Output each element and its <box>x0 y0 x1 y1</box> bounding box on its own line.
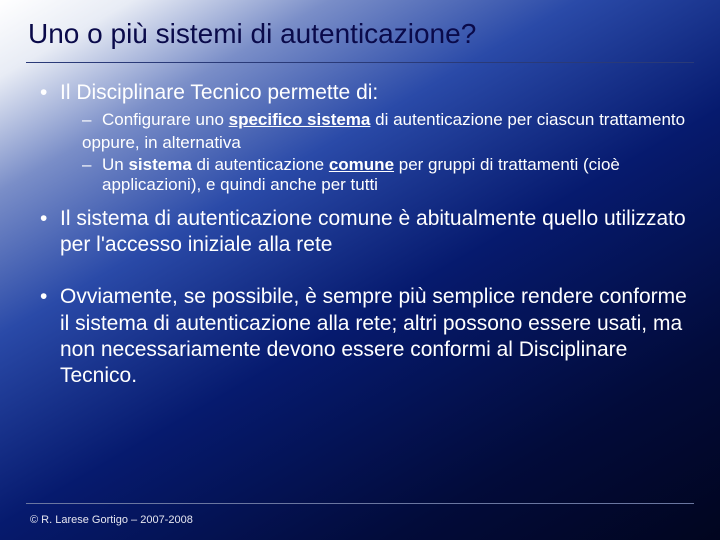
bullet-2: Il sistema di autenticazione comune è ab… <box>36 206 692 259</box>
sub-2-pre: Un <box>102 155 128 174</box>
divider-top <box>26 62 694 63</box>
bullet-1: Il Disciplinare Tecnico permette di: Con… <box>36 80 692 196</box>
bullet-1-text: Il Disciplinare Tecnico permette di: <box>60 81 378 104</box>
sub-2-mid: di autenticazione <box>192 155 329 174</box>
sub-2-b1: sistema <box>128 155 191 174</box>
sub-2: Un sistema di autenticazione comune per … <box>82 155 692 196</box>
sub-2-b2: comune <box>329 155 394 174</box>
sub-alt: oppure, in alternativa <box>82 133 692 153</box>
sub-1: Configurare uno specifico sistema di aut… <box>82 110 692 130</box>
bullet-3: Ovviamente, se possibile, è sempre più s… <box>36 284 692 389</box>
sub-1-pre: Configurare uno <box>102 110 229 129</box>
footer-text: © R. Larese Gortigo – 2007-2008 <box>30 514 193 526</box>
divider-bottom <box>26 503 694 504</box>
sub-1-bold: specifico sistema <box>229 110 371 129</box>
slide-title: Uno o più sistemi di autenticazione? <box>28 18 692 62</box>
bullet-1-sublist: Configurare uno specifico sistema di aut… <box>60 110 692 196</box>
slide: Uno o più sistemi di autenticazione? Il … <box>0 0 720 540</box>
bullet-list: Il Disciplinare Tecnico permette di: Con… <box>28 80 692 389</box>
sub-1-post: di autenticazione per ciascun trattament… <box>370 110 685 129</box>
